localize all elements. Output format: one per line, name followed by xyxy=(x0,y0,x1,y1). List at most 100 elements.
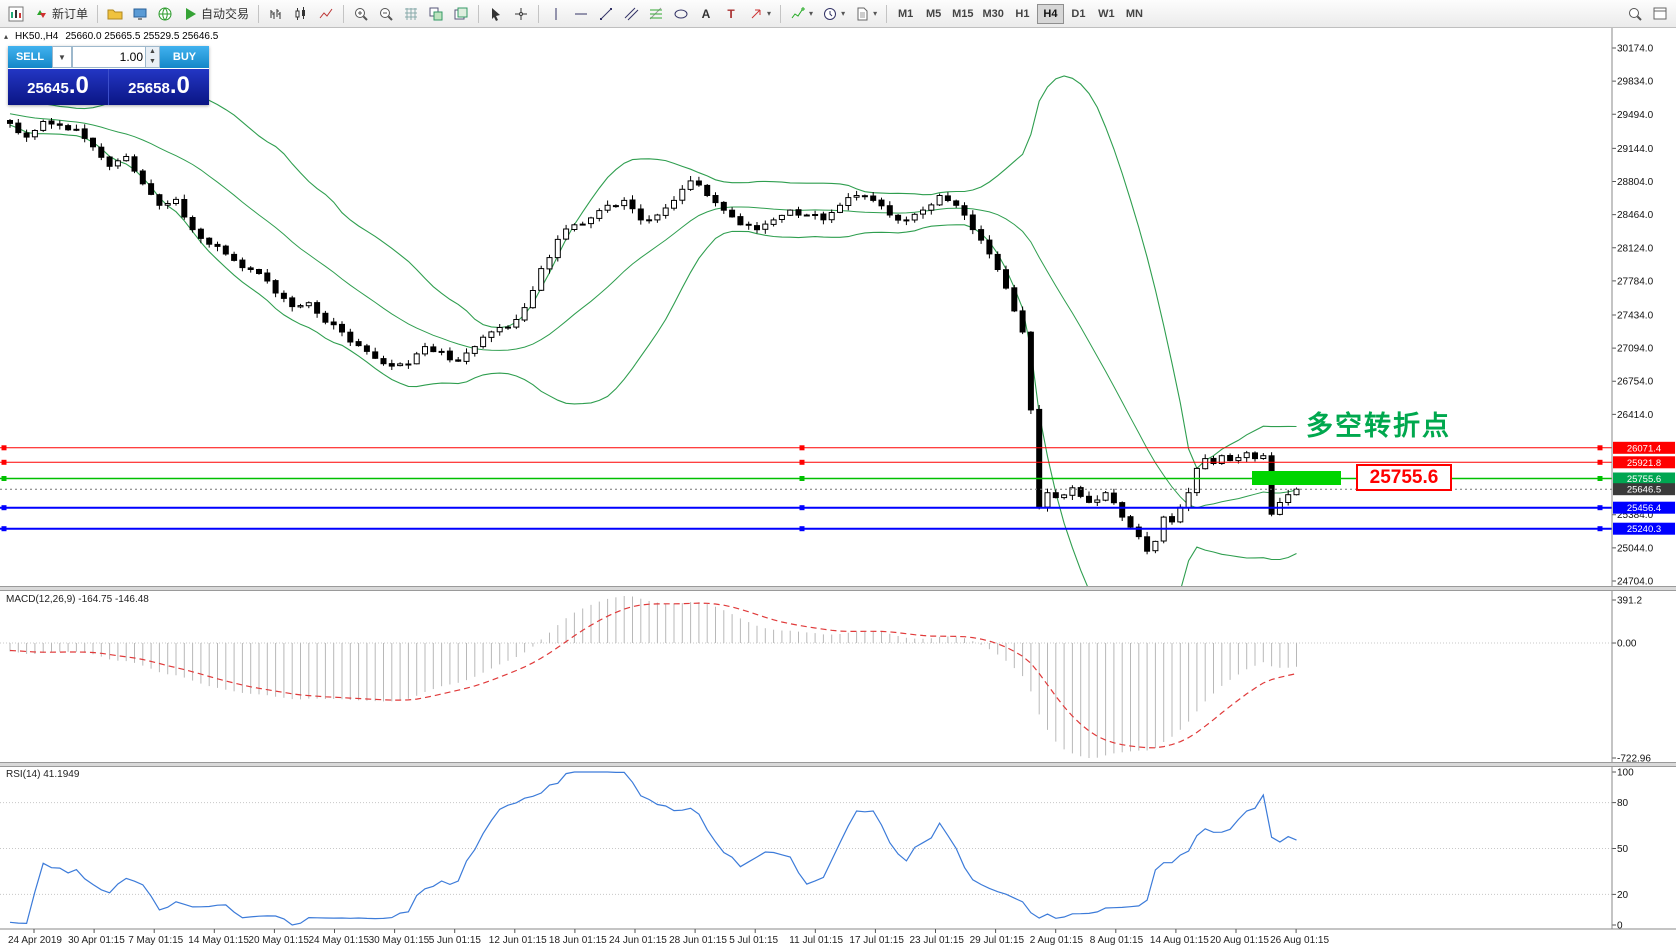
buy-price[interactable]: 25658.0 xyxy=(108,69,209,105)
bar-chart-button[interactable] xyxy=(264,3,288,25)
chart-symbol-period: HK50.,H4 xyxy=(15,31,59,42)
cascade-windows-button[interactable] xyxy=(449,3,473,25)
timeframe-m15-button[interactable]: M15 xyxy=(952,7,974,20)
svg-text:25240.3: 25240.3 xyxy=(1627,524,1661,535)
clock-icon xyxy=(824,7,837,20)
arrow-tool-button[interactable]: ▾ xyxy=(744,3,775,25)
timeframe-h1-button[interactable]: H1 xyxy=(1015,7,1030,20)
label-tool-button[interactable]: T xyxy=(719,3,743,25)
svg-text:28124.0: 28124.0 xyxy=(1617,243,1654,254)
zoom-in-button[interactable] xyxy=(349,3,373,25)
new-order-button[interactable]: 新订单 xyxy=(29,3,92,25)
market-watch-button[interactable] xyxy=(103,3,127,25)
timeframe-mn-button[interactable]: MN xyxy=(1125,7,1143,20)
svg-text:24 Apr 2019: 24 Apr 2019 xyxy=(8,935,62,946)
volume-dropdown-button[interactable]: ▼ xyxy=(52,46,72,68)
svg-text:20: 20 xyxy=(1617,890,1629,901)
template-button[interactable]: ▾ xyxy=(850,3,881,25)
channel-icon xyxy=(624,7,639,20)
svg-text:80: 80 xyxy=(1617,798,1629,809)
svg-text:27784.0: 27784.0 xyxy=(1617,276,1654,287)
crosshair-icon xyxy=(515,7,528,20)
channel-button[interactable] xyxy=(619,3,643,25)
svg-text:30 May 01:15: 30 May 01:15 xyxy=(369,935,430,946)
panel-divider[interactable] xyxy=(0,586,1676,591)
indicators-button[interactable]: ▾ xyxy=(786,3,817,25)
grid-button[interactable] xyxy=(399,3,423,25)
cursor-button[interactable] xyxy=(484,3,508,25)
vertical-line-button[interactable] xyxy=(544,3,568,25)
svg-text:27094.0: 27094.0 xyxy=(1617,344,1654,355)
macd-indicator-label: MACD(12,26,9) -164.75 -146.48 xyxy=(6,594,149,605)
charts-window-button[interactable] xyxy=(4,3,28,25)
timeframe-h4-button[interactable]: H4 xyxy=(1036,3,1064,24)
svg-text:25384.0: 25384.0 xyxy=(1617,510,1654,521)
sell-price[interactable]: 25645.0 xyxy=(27,72,89,99)
trendline-button[interactable] xyxy=(594,3,618,25)
volume-input[interactable] xyxy=(73,47,145,67)
bar-chart-icon xyxy=(270,8,281,19)
search-button[interactable] xyxy=(1623,3,1647,25)
timeframe-m30-button[interactable]: M30 xyxy=(982,7,1004,20)
tile-windows-button[interactable] xyxy=(424,3,448,25)
zoom-out-button[interactable] xyxy=(374,3,398,25)
svg-text:20 May 01:15: 20 May 01:15 xyxy=(248,935,309,946)
rsi-line xyxy=(9,771,1297,926)
chevron-down-icon: ▾ xyxy=(873,9,878,18)
zoom-in-icon xyxy=(355,7,368,21)
toolbar-separator xyxy=(258,4,260,23)
svg-text:11 Jul 01:15: 11 Jul 01:15 xyxy=(789,935,843,946)
highlight-rect[interactable] xyxy=(1252,471,1341,485)
turning-point-annotation[interactable]: 多空转折点 xyxy=(1306,411,1451,441)
panel-divider[interactable] xyxy=(0,762,1676,767)
volume-field: ▲ ▼ xyxy=(72,46,160,68)
buy-button[interactable]: BUY xyxy=(160,46,209,68)
panels-button[interactable] xyxy=(1648,3,1672,25)
line-chart-button[interactable] xyxy=(314,3,338,25)
volume-down-button[interactable]: ▼ xyxy=(146,57,159,67)
periods-button[interactable]: ▾ xyxy=(818,3,849,25)
sell-button[interactable]: SELL xyxy=(8,46,52,68)
text-tool-button[interactable]: A xyxy=(694,3,718,25)
timeframe-m1-button[interactable]: M1 xyxy=(897,7,914,20)
folder-icon xyxy=(107,9,123,19)
grid-icon xyxy=(405,7,418,20)
svg-text:5 Jul 01:15: 5 Jul 01:15 xyxy=(729,935,778,946)
svg-text:28 Jun 01:15: 28 Jun 01:15 xyxy=(669,935,727,946)
svg-text:2 Aug 01:15: 2 Aug 01:15 xyxy=(1030,935,1084,946)
svg-text:29834.0: 29834.0 xyxy=(1617,77,1654,88)
crosshair-button[interactable] xyxy=(509,3,533,25)
timeframe-m5-button[interactable]: M5 xyxy=(925,7,942,20)
timeframe-w1-button[interactable]: W1 xyxy=(1098,7,1115,20)
toolbar-separator xyxy=(538,4,540,23)
timeframe-d1-button[interactable]: D1 xyxy=(1071,7,1086,20)
svg-text:24 May 01:15: 24 May 01:15 xyxy=(309,935,370,946)
candlestick-chart-button[interactable] xyxy=(289,3,313,25)
globe-icon xyxy=(158,7,172,20)
horizontal-line-button[interactable] xyxy=(569,3,593,25)
svg-text:28464.0: 28464.0 xyxy=(1617,210,1654,221)
svg-text:27434.0: 27434.0 xyxy=(1617,311,1654,322)
arrow-tool-icon xyxy=(751,9,761,18)
ellipse-tool-button[interactable] xyxy=(669,3,693,25)
toolbar-separator xyxy=(343,4,345,23)
svg-text:A: A xyxy=(702,7,711,21)
indicators-icon xyxy=(791,6,806,18)
price-callout-box[interactable]: 25755.6 xyxy=(1356,464,1452,491)
navigator-button[interactable] xyxy=(153,3,177,25)
chart-expand-icon[interactable]: ▴ xyxy=(4,32,9,41)
chart-ohlc-values: 25660.0 25665.5 25529.5 25646.5 xyxy=(65,31,219,42)
label-icon: T xyxy=(727,7,735,21)
monitor-icon xyxy=(133,8,147,20)
horizontal-line-objects[interactable] xyxy=(0,445,1612,532)
autotrading-button[interactable]: 自动交易 xyxy=(178,3,253,25)
zoom-out-icon xyxy=(380,7,393,21)
svg-text:100: 100 xyxy=(1617,768,1634,779)
data-window-button[interactable] xyxy=(128,3,152,25)
fibonacci-button[interactable] xyxy=(644,3,668,25)
svg-text:25044.0: 25044.0 xyxy=(1617,543,1654,554)
volume-up-button[interactable]: ▲ xyxy=(146,47,159,57)
